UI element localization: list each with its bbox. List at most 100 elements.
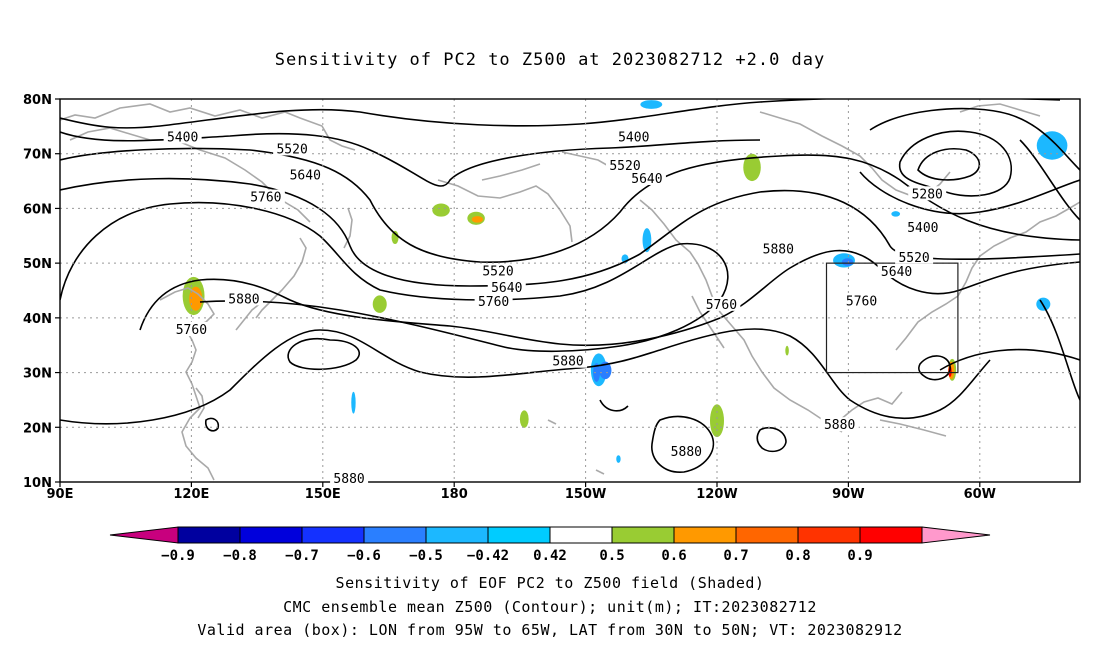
shading-patch	[599, 361, 612, 380]
colorbar-label: 0.42	[533, 548, 567, 564]
lon-tick-label: 180	[441, 487, 468, 502]
shading-patch	[519, 410, 529, 428]
colorbar-swatch	[363, 526, 427, 544]
contour-label: 5880	[333, 472, 364, 487]
colorbar-label: −0.6	[347, 548, 381, 564]
contour-label-bg	[667, 444, 706, 459]
contour-label: 5760	[250, 191, 281, 206]
grid-lines	[60, 99, 1080, 482]
contour-label-bg	[759, 241, 798, 256]
contour-label: 5640	[881, 265, 912, 280]
contour-label-bg	[246, 189, 285, 204]
shading-patch	[372, 295, 387, 313]
contour-label-bg	[474, 294, 513, 309]
contour-label: 5400	[907, 221, 938, 236]
colorbar-swatch	[177, 526, 241, 544]
colorbar-right-triangle	[921, 526, 991, 544]
contour-label: 5760	[176, 323, 207, 338]
colorbar-label: −0.8	[223, 548, 257, 564]
contour-label-bg	[895, 249, 934, 264]
contour-label: 5520	[898, 251, 929, 266]
contour-label-bg	[330, 470, 369, 485]
lon-tick-label: 120E	[173, 487, 209, 502]
shading-patch	[640, 100, 663, 109]
contour-label: 5760	[478, 295, 509, 310]
sensitivity-shading	[182, 100, 1068, 463]
shading-patch	[616, 455, 621, 463]
colorbar-label: −0.7	[285, 548, 319, 564]
contour-label: 5640	[290, 169, 321, 184]
plot-title: Sensitivity of PC2 to Z500 at 2023082712…	[274, 50, 826, 70]
contour-label-bg	[224, 291, 263, 306]
caption-line-3: Valid area (box): LON from 95W to 65W, L…	[197, 621, 903, 639]
lon-tick-label: 90W	[832, 487, 864, 502]
colorbar-swatch	[611, 526, 675, 544]
lat-tick-label: 30N	[23, 367, 52, 382]
contour-label-bg	[487, 279, 526, 294]
contour-label: 5640	[491, 281, 522, 296]
contour-label-bg	[877, 263, 916, 278]
contour-label: 5520	[276, 142, 307, 157]
contour-label: 5520	[482, 264, 513, 279]
coastlines	[60, 103, 1080, 481]
shading-patch	[709, 404, 725, 438]
shading-patch	[743, 153, 761, 182]
shading-patch	[189, 286, 203, 311]
contour-label-bg	[908, 186, 947, 201]
contour-label: 5880	[228, 292, 259, 307]
contour-label-bg	[286, 167, 325, 182]
contour-label-bg	[702, 296, 741, 311]
contour-label: 5760	[846, 295, 877, 310]
shading-patch	[841, 258, 854, 266]
shading-patch	[891, 211, 901, 217]
lon-tick-label: 90E	[47, 487, 74, 502]
contour-label: 5880	[671, 445, 702, 460]
lon-tick-label: 120W	[696, 487, 737, 502]
colorbar-label: −0.5	[409, 548, 443, 564]
contour-label: 5640	[631, 172, 662, 187]
colorbar-swatch	[859, 526, 923, 544]
lat-tick-label: 20N	[23, 421, 52, 436]
caption-line-1: Sensitivity of EOF PC2 to Z500 field (Sh…	[335, 574, 765, 592]
colorbar-swatch	[735, 526, 799, 544]
contour-label: 5880	[552, 355, 583, 370]
contour-label-bg	[163, 129, 202, 144]
contour-label: 5400	[618, 130, 649, 145]
colorbar-swatch	[301, 526, 365, 544]
colorbar-swatch	[425, 526, 489, 544]
contour-label-bg	[549, 353, 588, 368]
lat-tick-label: 40N	[23, 312, 52, 327]
shading-patch	[785, 345, 789, 356]
contour-label-bg	[479, 263, 517, 278]
contour-label: 5520	[609, 159, 640, 174]
contour-label-bg	[614, 129, 653, 144]
colorbar-label: −0.9	[161, 548, 195, 564]
contour-label-bg	[273, 141, 312, 156]
valid-area-box	[825, 262, 959, 374]
colorbar-label: 0.6	[661, 548, 686, 564]
contour-label: 5400	[167, 130, 198, 145]
colorbar-swatch	[239, 526, 303, 544]
contour-label-bg	[172, 321, 211, 336]
contour-label: 5880	[763, 243, 794, 258]
shading-patch	[432, 203, 450, 217]
lat-tick-label: 10N	[23, 476, 52, 491]
contour-label: 5880	[824, 418, 855, 433]
colorbar-swatch	[797, 526, 861, 544]
contour-label-bg	[820, 417, 859, 432]
contour-label: 5760	[706, 298, 737, 313]
lat-tick-label: 80N	[23, 93, 52, 108]
lon-tick-label: 60W	[964, 487, 996, 502]
colorbar-swatch	[673, 526, 737, 544]
lat-tick-label: 70N	[23, 148, 52, 163]
contour-label-bg	[627, 170, 666, 185]
z500-contours	[60, 99, 1080, 473]
colorbar-label: −0.42	[467, 548, 509, 564]
colorbar-label: 0.9	[847, 548, 872, 564]
colorbar-label: 0.8	[785, 548, 810, 564]
shading-patch	[593, 363, 601, 382]
lat-tick-label: 50N	[23, 257, 52, 272]
